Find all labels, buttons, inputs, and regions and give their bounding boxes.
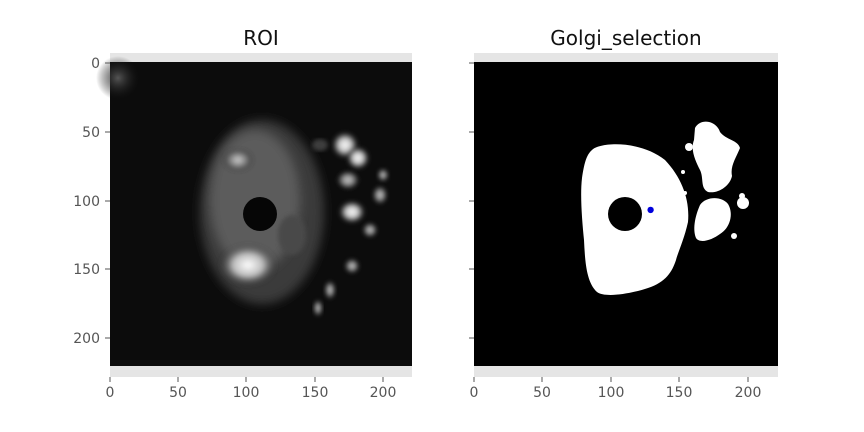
roi-y-tick-label: 50 [82,125,100,141]
roi-x-tick-label: 100 [233,385,260,401]
roi-x-tick-label: 0 [106,385,115,401]
golgi-selection-title: Golgi_selection [550,26,702,50]
roi-y-tick-label: 200 [73,331,100,347]
golgi-mask-hole [608,197,642,231]
roi-y-tick-label: 0 [91,56,100,72]
golgi-x-tick-label: 200 [735,385,762,401]
golgi-x-ticks [473,377,749,382]
golgi-x-tick-label: 50 [533,385,551,401]
golgi-x-tick-label: 0 [470,385,479,401]
golgi-x-tick-label: 150 [666,385,693,401]
roi-x-ticks [109,377,384,382]
golgi-center-marker [647,206,654,214]
roi-y-ticks [105,62,110,339]
golgi-selection-panel: 0 50 100 150 200 [469,53,778,401]
roi-panel: 0 50 100 150 200 0 50 100 150 200 [73,53,412,401]
roi-x-tick-label: 200 [370,385,397,401]
roi-x-tick-label: 150 [302,385,329,401]
golgi-y-ticks [469,62,474,339]
roi-y-tick-label: 150 [73,262,100,278]
roi-y-tick-label: 100 [73,194,100,210]
roi-x-tick-label: 50 [169,385,187,401]
roi-title: ROI [243,26,279,50]
golgi-x-tick-label: 100 [598,385,625,401]
roi-image-content [96,56,389,317]
